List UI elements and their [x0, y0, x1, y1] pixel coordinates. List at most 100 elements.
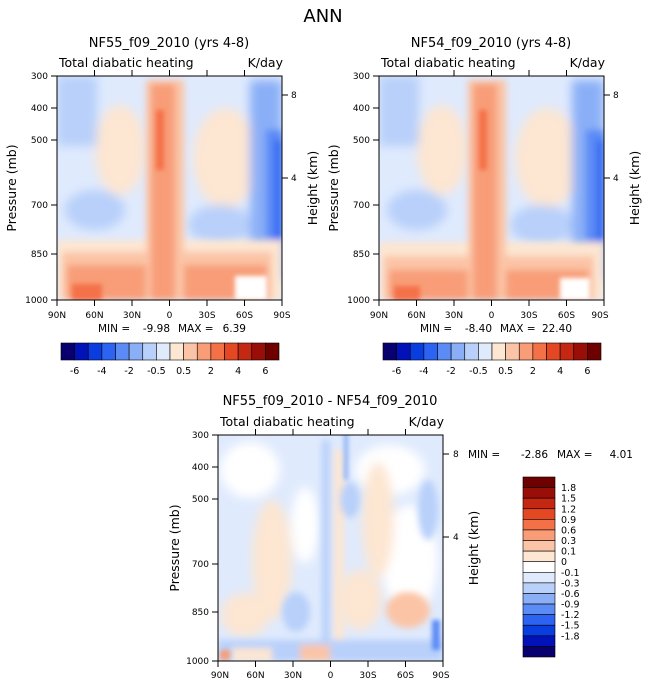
colorbar-label: -0.5 — [469, 366, 488, 377]
x-tick-label: 90S — [591, 311, 608, 321]
colorbar-swatch — [464, 342, 479, 361]
colorbar-label: 4 — [557, 366, 563, 377]
colorbar-swatch — [210, 342, 225, 361]
y2-tick-label: 4 — [613, 174, 619, 184]
colorbar-swatch — [522, 529, 556, 541]
colorbar-swatch — [423, 342, 438, 361]
colorbar-label: -2 — [446, 366, 455, 377]
x-tick-label: 60N — [246, 671, 264, 681]
panel-subtitle-right: K/day — [570, 55, 606, 70]
colorbar-label: 1.5 — [561, 494, 576, 505]
colorbar-diff: 1.81.51.20.90.60.30.10-0.1-0.3-0.6-0.9-1… — [522, 476, 580, 658]
colorbar-swatch — [437, 342, 452, 361]
colorbar-swatch — [522, 508, 556, 520]
colorbar-swatch — [573, 342, 588, 361]
y-tick-label: 300 — [31, 72, 48, 82]
colorbar-swatch — [224, 342, 239, 361]
x-tick-label: 30S — [520, 311, 537, 321]
y-axis-label: Pressure (mb) — [167, 504, 182, 591]
panel-subtitle-left: Total diabatic heating — [219, 414, 355, 429]
colorbar-label: 0.6 — [561, 525, 576, 536]
y-tick-label: 850 — [353, 250, 370, 260]
colorbar-label: 0.9 — [561, 515, 576, 526]
colorbar-swatch — [169, 342, 184, 361]
colorbar-swatch — [450, 342, 466, 361]
y-tick-label: 1000 — [186, 657, 209, 667]
colorbar-label: 0.1 — [561, 547, 576, 558]
x-tick-label: 90N — [48, 311, 66, 321]
colorbar-swatch — [522, 624, 556, 637]
colorbar-swatch — [478, 342, 493, 361]
colorbar-swatch — [522, 497, 556, 510]
colorbar-label: -6 — [70, 366, 79, 377]
max-label: MAX = — [178, 323, 214, 335]
colorbar-swatch — [382, 342, 397, 361]
panel-title: NF55_f09_2010 (yrs 4-8) — [89, 36, 249, 51]
y2-tick-label: 4 — [453, 533, 459, 543]
panel-diff: NF55_f09_2010 - NF54_f09_2010 Total diab… — [167, 394, 633, 681]
colorbar-swatch — [196, 342, 212, 361]
colorbar-label: -6 — [392, 366, 401, 377]
colorbar-swatch — [518, 342, 534, 361]
colorbar-swatch — [522, 571, 556, 584]
colorbar-swatch — [265, 342, 280, 361]
y-tick-label: 700 — [353, 201, 370, 211]
y-tick-label: 300 — [192, 431, 209, 441]
colorbar-swatch — [491, 342, 506, 361]
colorbar-swatch — [522, 614, 556, 626]
x-tick-label: 60S — [558, 311, 575, 321]
y-tick-label: 850 — [192, 608, 209, 618]
colorbar-label: 6 — [584, 366, 590, 377]
colorbar-swatch — [251, 342, 266, 361]
colorbar-swatch — [156, 342, 171, 361]
y-tick-label: 1000 — [347, 296, 370, 306]
colorbar-label: 0 — [561, 557, 567, 568]
max-value: 4.01 — [610, 449, 633, 461]
colorbar-label: 2 — [208, 366, 214, 377]
y2-axis-label: Height (km) — [466, 511, 481, 585]
colorbar-swatch — [522, 646, 556, 658]
x-tick-label: 30N — [123, 311, 141, 321]
x-tick-label: 30N — [445, 311, 463, 321]
x-tick-label: 60N — [85, 311, 103, 321]
x-tick-label: 60N — [407, 311, 425, 321]
min-value: -2.86 — [521, 449, 548, 461]
colorbar-label: 0.5 — [498, 366, 513, 377]
colorbar-swatch — [505, 342, 520, 361]
x-ticks — [217, 429, 444, 667]
colorbar-right: -6 -4 -2 -0.5 0.5 2 4 6 — [382, 342, 602, 377]
x-tick-label: 0 — [489, 311, 495, 321]
colorbar-swatch — [522, 487, 556, 499]
x-ticks — [56, 70, 283, 306]
colorbar-swatch — [522, 603, 556, 615]
x-tick-label: 0 — [167, 311, 173, 321]
panel-subtitle-left: Total diabatic heating — [58, 55, 194, 70]
colorbar-label: -0.9 — [561, 600, 580, 611]
colorbar-swatch — [74, 342, 89, 361]
colorbar-swatch — [532, 342, 547, 361]
y-tick-label: 500 — [192, 495, 209, 505]
y-tick-label: 500 — [353, 136, 370, 146]
y-axis-label: Pressure (mb) — [4, 144, 19, 231]
colorbar-swatch — [101, 342, 116, 361]
min-label: MIN = — [420, 323, 452, 335]
y-ticks — [51, 75, 288, 301]
heatmap-field — [218, 435, 443, 661]
colorbar-label: 4 — [235, 366, 241, 377]
colorbar-label: 6 — [262, 366, 268, 377]
x-tick-label: 30S — [359, 671, 376, 681]
colorbar-swatch — [237, 342, 253, 361]
panel-subtitle-right: K/day — [248, 55, 284, 70]
min-value: -9.98 — [143, 323, 170, 335]
y-tick-label: 850 — [31, 250, 48, 260]
colorbar-label: 0.5 — [176, 366, 191, 377]
y2-axis-label: Height (km) — [627, 151, 642, 225]
panel-subtitle-left: Total diabatic heating — [380, 55, 516, 70]
colorbar-swatch — [522, 561, 556, 573]
x-ticks — [378, 70, 605, 306]
colorbar-swatch — [142, 342, 157, 361]
panel-right: NF54_f09_2010 (yrs 4-8) Total diabatic h… — [326, 36, 642, 377]
colorbar-label: 0.3 — [561, 536, 576, 547]
colorbar-label: -4 — [97, 366, 106, 377]
